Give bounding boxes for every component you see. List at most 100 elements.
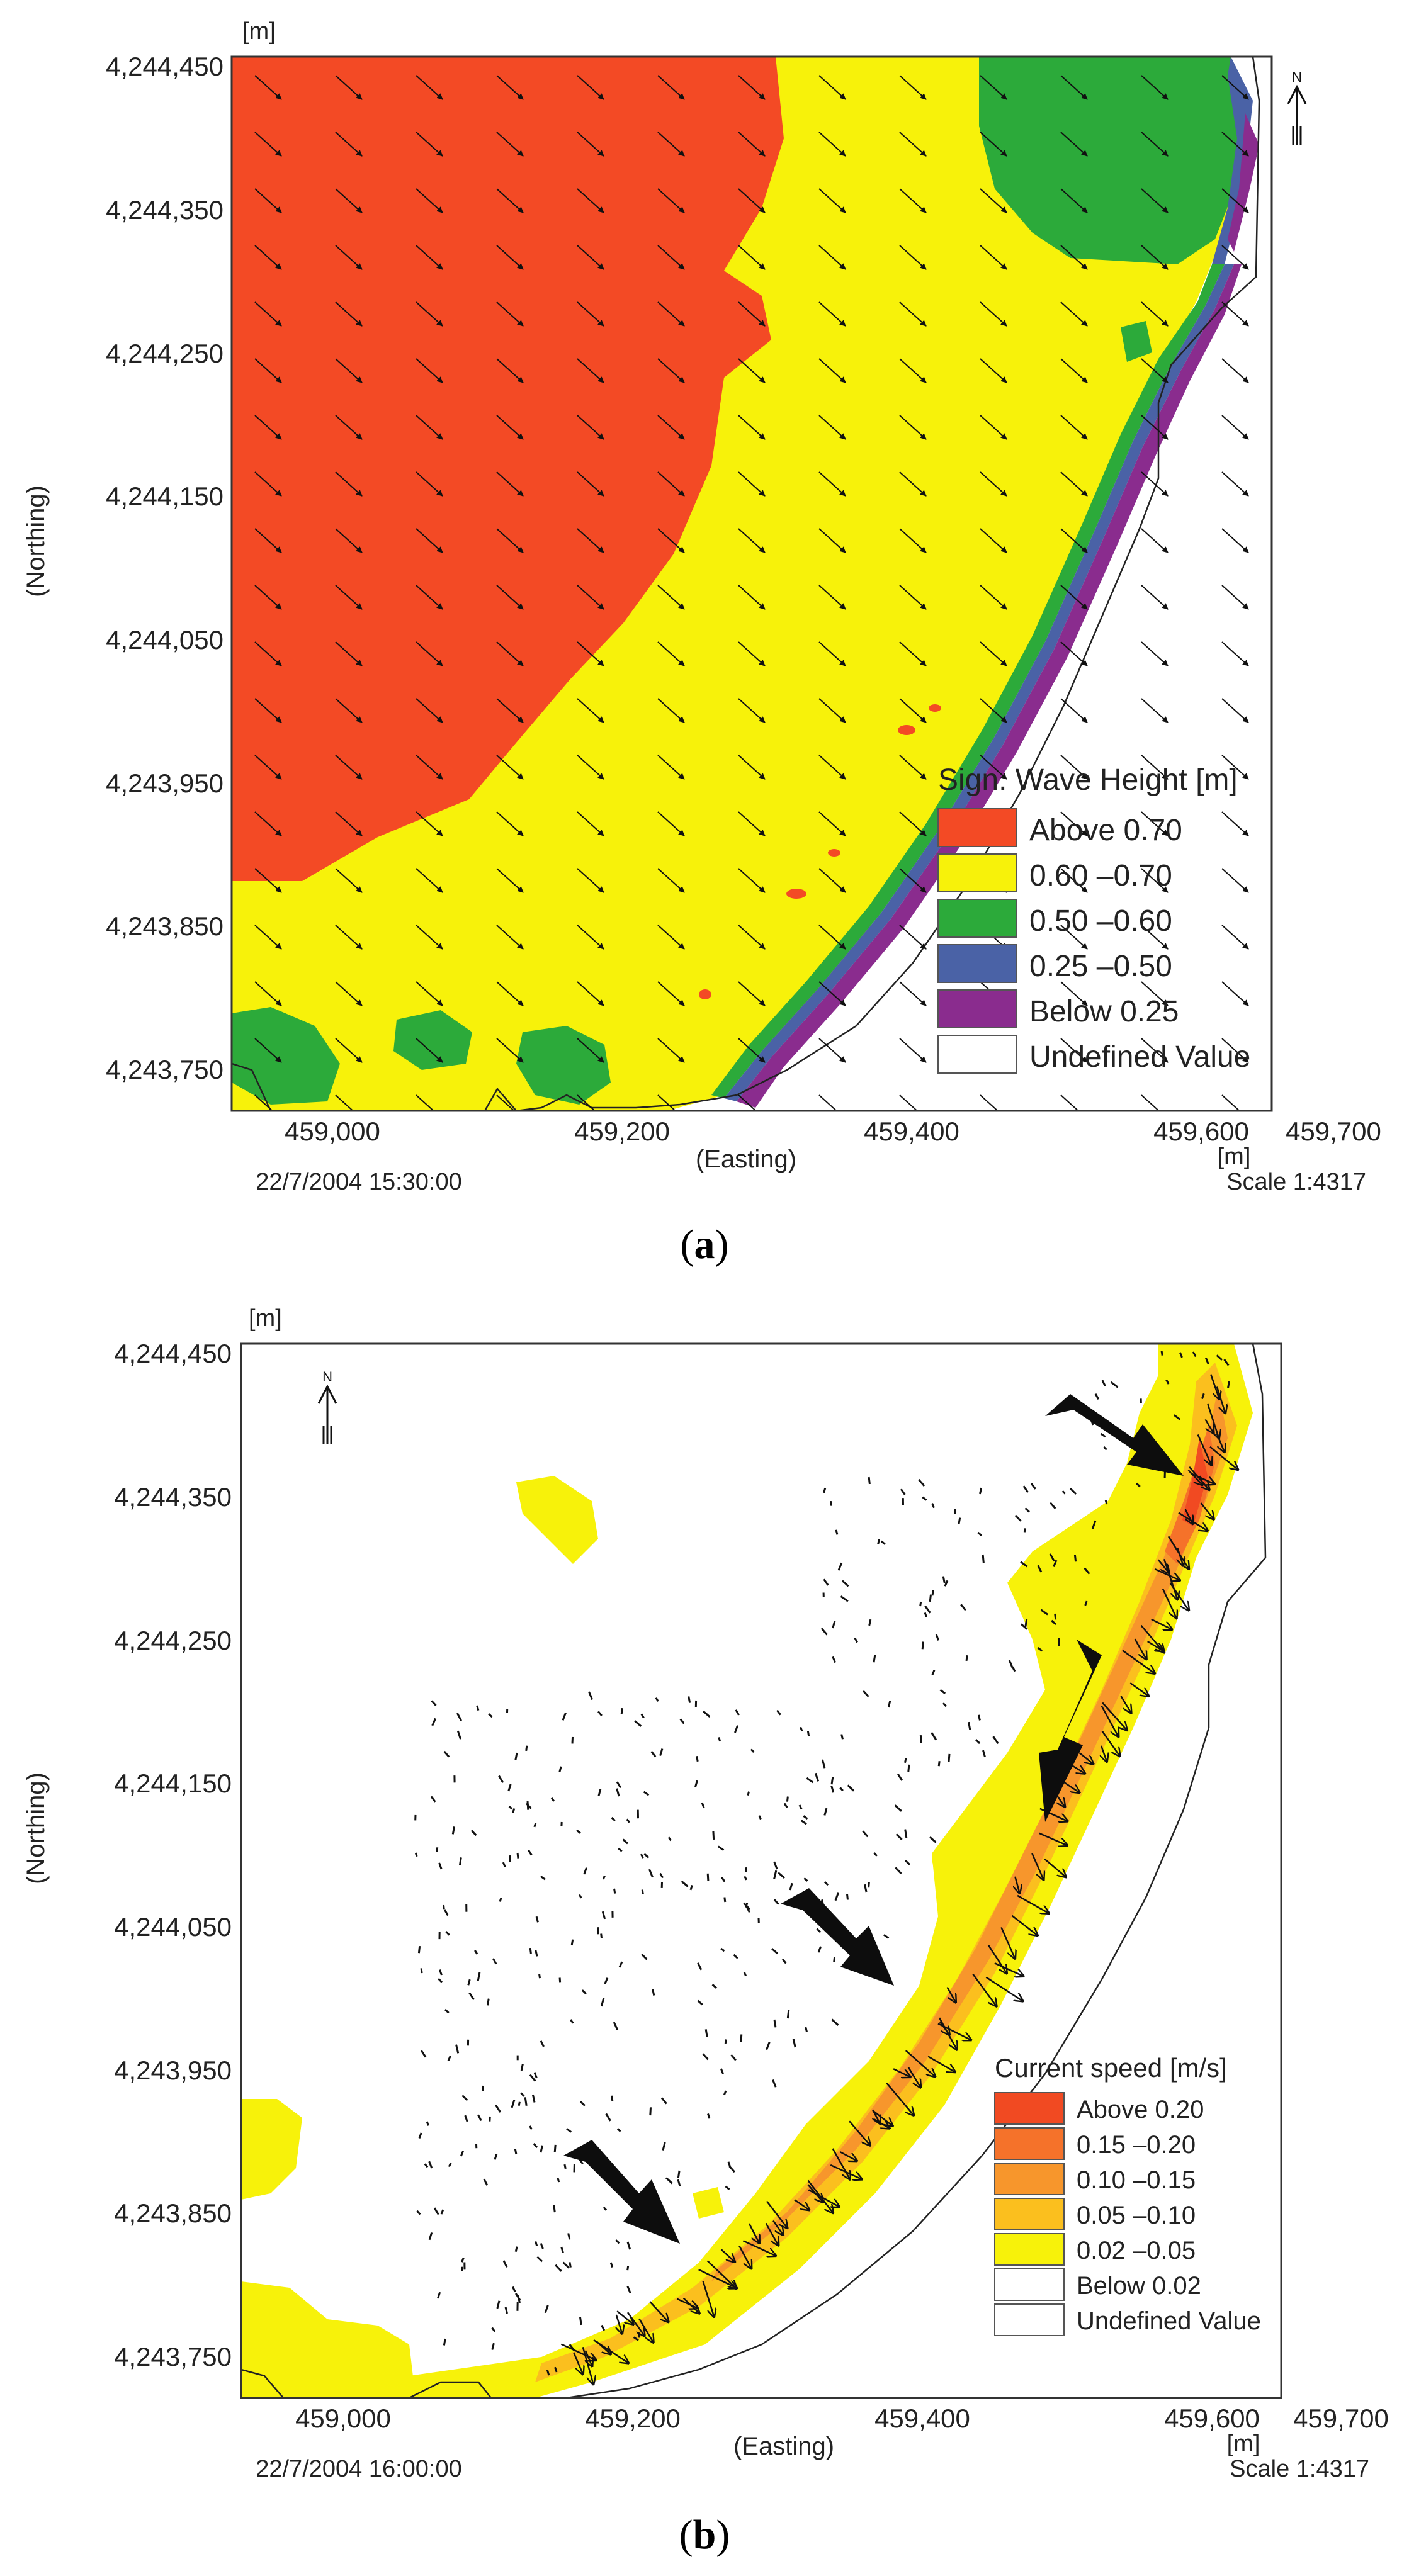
current-vector <box>495 2105 502 2113</box>
wave-vector <box>577 811 604 836</box>
current-vector <box>418 2132 422 2139</box>
current-vector <box>426 2121 429 2126</box>
current-vector <box>443 1750 450 1758</box>
current-vector <box>800 1820 807 1825</box>
wave-vector <box>1060 75 1088 100</box>
wave-vector <box>1141 1094 1160 1111</box>
wave-vector <box>416 1094 435 1111</box>
current-vector <box>744 1876 748 1881</box>
current-vector <box>839 2151 857 2161</box>
current-vector <box>786 2010 790 2019</box>
current-vector <box>803 1815 808 1820</box>
y-tick: 4,243,750 <box>106 1055 224 1084</box>
wave-vector <box>980 301 1007 327</box>
current-vector <box>1184 1509 1193 1524</box>
wave-vector <box>738 981 766 1006</box>
wave-vector <box>577 755 604 780</box>
current-vector <box>569 2262 572 2268</box>
wave-vector <box>1221 755 1249 780</box>
current-vector <box>873 1852 878 1857</box>
timestamp: 22/7/2004 16:00:00 <box>256 2456 462 2482</box>
y-axis-label: (Northing) <box>22 485 50 597</box>
panel-b-figure: [m] <box>0 1287 1409 2576</box>
current-vector <box>840 1595 849 1602</box>
current-vector <box>897 1773 903 1781</box>
legend-swatch <box>994 2198 1065 2230</box>
current-vector <box>578 1894 582 1899</box>
current-vector <box>613 2022 619 2030</box>
panel-a-legend: Sign. Wave Height [m] Above 0.70 0.60 –0… <box>937 763 1250 1074</box>
current-vector <box>1101 1706 1119 1737</box>
legend-swatch <box>994 2233 1065 2266</box>
current-vector <box>1120 1696 1131 1713</box>
current-vector <box>643 1791 650 1796</box>
wave-vector <box>335 811 363 836</box>
current-vector <box>965 1655 968 1662</box>
wave-vector <box>980 75 1007 100</box>
wave-vector <box>416 245 443 270</box>
y-tick: 4,244,050 <box>106 625 224 655</box>
wave-vector <box>1141 415 1169 440</box>
current-vector <box>660 2097 667 2105</box>
wave-vector <box>1221 471 1249 497</box>
current-vector <box>711 1984 718 1989</box>
current-vector <box>640 1713 645 1719</box>
current-vector <box>931 1590 934 1596</box>
current-vector <box>832 1621 836 1629</box>
current-vector <box>498 1775 504 1784</box>
wave-vector <box>496 925 524 950</box>
current-vectors-small <box>414 1351 1230 2376</box>
north-arrow-icon: N <box>1287 69 1307 145</box>
wave-vector <box>577 868 604 893</box>
current-vector <box>662 2142 666 2151</box>
wave-vector <box>818 585 846 610</box>
current-vector <box>1136 1482 1141 1488</box>
current-vector <box>476 1705 480 1711</box>
wave-vector <box>335 925 363 950</box>
panel-b-legend: Current speed [m/s] Above 0.20 0.15 –0.2… <box>994 2053 1261 2336</box>
panel-a-caption: (a) <box>680 1222 729 1268</box>
wave-vector <box>1141 868 1169 893</box>
panel-a-unit-top: [m] <box>242 18 276 45</box>
current-vector <box>1038 1832 1067 1846</box>
current-vector <box>1058 1638 1060 1647</box>
wave-vector <box>335 471 363 497</box>
current-vector <box>830 1500 832 1506</box>
current-vector <box>817 1946 822 1953</box>
current-vector <box>830 1777 834 1785</box>
current-vector <box>854 1637 858 1643</box>
wave-vector <box>1221 75 1249 100</box>
current-vector <box>931 1732 937 1741</box>
current-vector <box>1200 1502 1214 1519</box>
current-vector <box>665 2177 673 2185</box>
current-vector <box>1100 1432 1106 1438</box>
current-vector <box>893 2068 910 2077</box>
current-vector <box>743 1971 747 1976</box>
wave-vector <box>1221 358 1249 383</box>
current-vector <box>834 1892 840 1901</box>
wave-vector <box>657 188 685 213</box>
current-vector <box>1022 1485 1029 1493</box>
zone-050-060-coast <box>711 264 1225 1098</box>
current-vector <box>839 1787 844 1792</box>
wave-vector <box>416 75 443 100</box>
wave-vector <box>818 1094 838 1111</box>
current-vector <box>924 1612 928 1617</box>
current-vector <box>1101 1730 1120 1757</box>
shore-outline <box>232 1062 272 1111</box>
wave-vector <box>335 188 363 213</box>
wave-vector <box>416 981 443 1006</box>
current-vector <box>529 1947 532 1954</box>
wave-vector <box>1060 755 1088 780</box>
current-vector <box>750 1748 755 1753</box>
wave-vector <box>657 925 685 950</box>
wave-vector <box>335 1038 363 1063</box>
current-vector <box>1051 1619 1057 1626</box>
wave-vector <box>1221 1038 1249 1063</box>
current-vector <box>1103 1446 1107 1451</box>
current-vector <box>837 1562 843 1571</box>
current-vector <box>1020 1623 1028 1630</box>
y-axis-label: (Northing) <box>22 1772 50 1884</box>
current-vector <box>618 1847 623 1852</box>
wave-vector <box>335 245 363 270</box>
